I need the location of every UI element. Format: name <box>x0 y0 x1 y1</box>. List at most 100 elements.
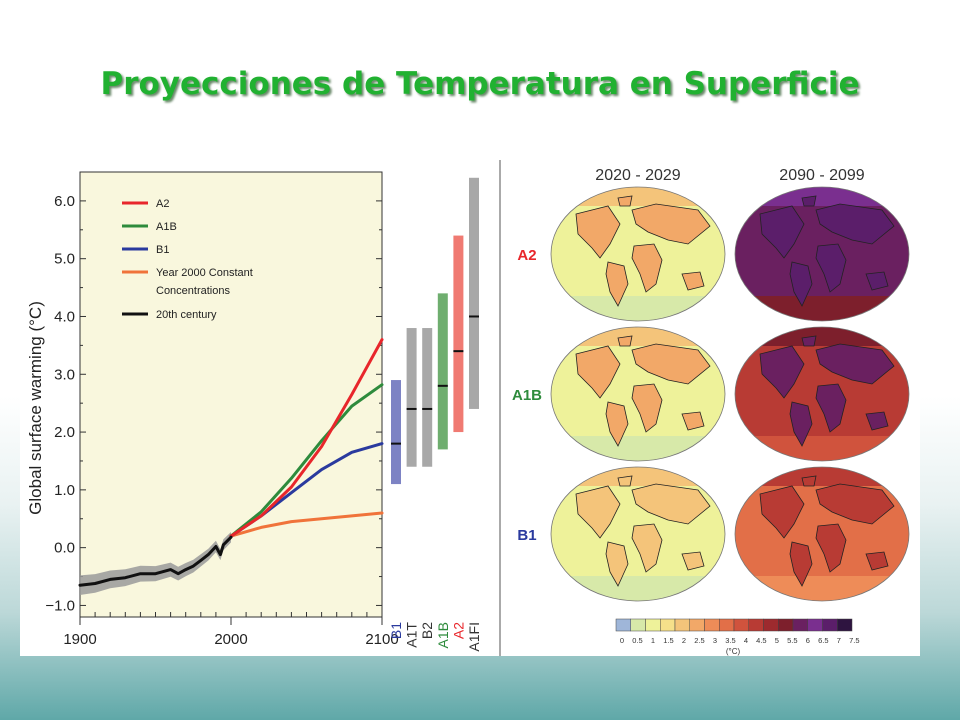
legend-label-line2: Concentrations <box>156 285 230 297</box>
map-continent <box>815 203 895 245</box>
scenario-range-bar <box>406 328 417 467</box>
legend-label: Year 2000 Constant <box>156 267 253 279</box>
y-axis-label: Global surface warming (°C) <box>26 301 45 515</box>
series-line <box>229 338 384 538</box>
color-scale-swatch <box>615 618 631 632</box>
y-tick-label: −1.0 <box>45 597 75 614</box>
map-continent <box>575 485 621 539</box>
color-scale-tick-label: 0.5 <box>632 636 642 645</box>
map-continent <box>631 483 711 525</box>
map-outline <box>734 466 910 602</box>
map-continent <box>759 485 805 539</box>
map-continent <box>681 551 705 571</box>
map-continent <box>575 345 621 399</box>
map-outline <box>550 326 726 462</box>
color-scale-tick-label: 4.5 <box>756 636 766 645</box>
map-row-label: B1 <box>517 527 536 544</box>
map-outline <box>734 186 910 322</box>
color-scale-tick-label: 2 <box>682 636 686 645</box>
map-continent <box>681 411 705 431</box>
scenario-range-bar <box>469 177 479 409</box>
y-tick-label: 6.0 <box>54 193 75 210</box>
scenario-range-bar <box>422 328 433 467</box>
map-continent <box>865 271 889 291</box>
x-axis-ticks: 1900 2000 2100 <box>63 612 399 648</box>
map-continent <box>617 475 633 487</box>
map-continent <box>605 261 629 307</box>
color-scale-swatch <box>719 618 735 632</box>
map-continent <box>681 271 705 291</box>
x-tick-label: 1900 <box>63 631 96 648</box>
color-scale-swatch <box>630 618 646 632</box>
color-scale-swatch <box>763 618 779 632</box>
map-continent <box>865 551 889 571</box>
map-row-label: A1B <box>512 387 542 404</box>
color-scale-tick-label: 7.5 <box>849 636 859 645</box>
y-axis-ticks: 6.0 5.0 4.0 3.0 2.0 1.0 0.0 −1.0 <box>45 193 382 614</box>
legend-label: A1B <box>156 221 177 233</box>
color-scale-tick-label: 3 <box>713 636 717 645</box>
color-scale-tick-label: 5.5 <box>787 636 797 645</box>
scenario-range-bar <box>391 380 401 485</box>
color-scale-swatch <box>660 618 676 632</box>
map-column-header: 2020 - 2029 <box>595 167 681 184</box>
map-continent <box>789 401 813 447</box>
color-scale-swatch <box>733 618 749 632</box>
color-scale-swatch <box>778 618 794 632</box>
series-line <box>78 535 233 587</box>
color-scale-tick-label: 1 <box>651 636 655 645</box>
color-scale-swatch <box>748 618 764 632</box>
legend-label: 20th century <box>156 309 217 321</box>
x-tick-label: 2000 <box>214 631 247 648</box>
map-continent <box>631 203 711 245</box>
color-scale-tick-label: 0 <box>620 636 624 645</box>
map-outline <box>734 326 910 462</box>
temperature-map-clip <box>551 327 725 461</box>
map-continent <box>605 541 629 587</box>
color-scale-swatch <box>704 618 720 632</box>
map-continent <box>617 195 633 207</box>
map-row-label: A2 <box>517 247 536 264</box>
map-outline <box>550 186 726 322</box>
map-continent <box>759 205 805 259</box>
y-tick-label: 4.0 <box>54 308 75 325</box>
map-continent <box>631 383 663 433</box>
map-continent <box>631 523 663 573</box>
map-continent <box>815 483 895 525</box>
color-scale-tick-label: 3.5 <box>725 636 735 645</box>
y-tick-label: 2.0 <box>54 424 75 441</box>
x-tick-label: 2100 <box>365 631 398 648</box>
map-continent <box>815 383 847 433</box>
map-continent <box>631 243 663 293</box>
color-scale-tick-label: 4 <box>744 636 748 645</box>
color-scale-swatch <box>674 618 690 632</box>
color-scale-tick-label: 5 <box>775 636 779 645</box>
temperature-map-clip <box>735 327 909 461</box>
scenario-range-label: A1FI <box>466 622 482 652</box>
legend-label: B1 <box>156 244 169 256</box>
color-scale-swatch <box>689 618 705 632</box>
color-scale-unit: (°C) <box>726 647 741 656</box>
scenario-range-bar <box>437 293 448 450</box>
scenario-range-label: A2 <box>450 622 466 639</box>
color-scale-tick-label: 7 <box>837 636 841 645</box>
map-continent <box>801 195 817 207</box>
y-tick-label: 0.0 <box>54 540 75 557</box>
color-scale-tick-label: 6 <box>806 636 810 645</box>
map-continent <box>575 205 621 259</box>
map-continent <box>759 345 805 399</box>
map-continent <box>815 343 895 385</box>
map-outline <box>550 466 726 602</box>
map-continent <box>865 411 889 431</box>
map-continent <box>801 475 817 487</box>
y-tick-label: 1.0 <box>54 482 75 499</box>
map-continent <box>631 343 711 385</box>
color-scale-swatch <box>645 618 661 632</box>
chart-legend: A2 A1B B1 Year 2000 Constant Concentrations 2… <box>122 198 253 321</box>
map-continent <box>789 541 813 587</box>
scenario-range-label: B1 <box>388 622 404 639</box>
map-continent <box>815 523 847 573</box>
map-continent <box>789 261 813 307</box>
scenario-range-label: B2 <box>419 622 435 639</box>
